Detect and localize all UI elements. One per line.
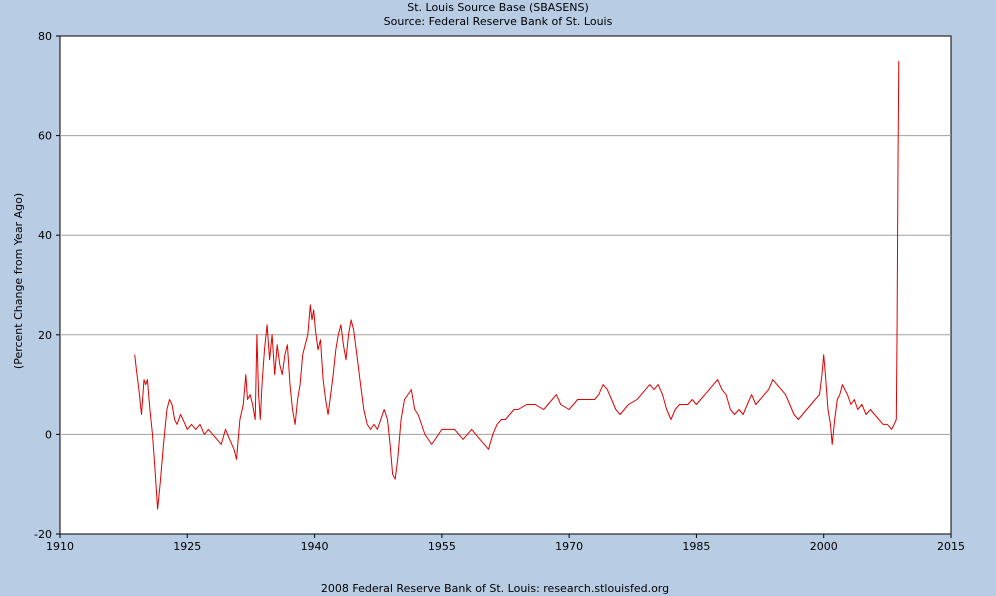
y-tick-label: 80 [38,30,52,43]
y-tick-label: 20 [38,329,52,342]
y-tick-label: 60 [38,130,52,143]
series-layer [134,60,900,510]
y-tick-label: 0 [45,428,52,441]
x-tick-label: 2015 [937,540,965,553]
plot-area [59,35,952,535]
x-tick-label: 1985 [682,540,710,553]
y-axis-label: (Percent Change from Year Ago) [12,193,25,369]
chart-subtitle: Source: Federal Reserve Bank of St. Loui… [384,15,613,28]
y-tick-label: 40 [38,229,52,242]
footer-credit: 2008 Federal Reserve Bank of St. Louis: … [321,582,669,595]
y-tick-label: -20 [34,528,52,541]
grid-lines [60,135,951,435]
series-line [134,60,900,510]
chart-title: St. Louis Source Base (SBASENS) [407,1,589,14]
x-tick-label: 2000 [810,540,838,553]
x-tick-label: 1955 [428,540,456,553]
axis-ticks: -20 0 20 40 60 80 1910 1925 1940 1955 1970 1985 2000… [34,30,965,553]
x-tick-label: 1940 [301,540,329,553]
x-tick-label: 1970 [555,540,583,553]
x-tick-label: 1925 [173,540,201,553]
x-tick-label: 1910 [46,540,74,553]
